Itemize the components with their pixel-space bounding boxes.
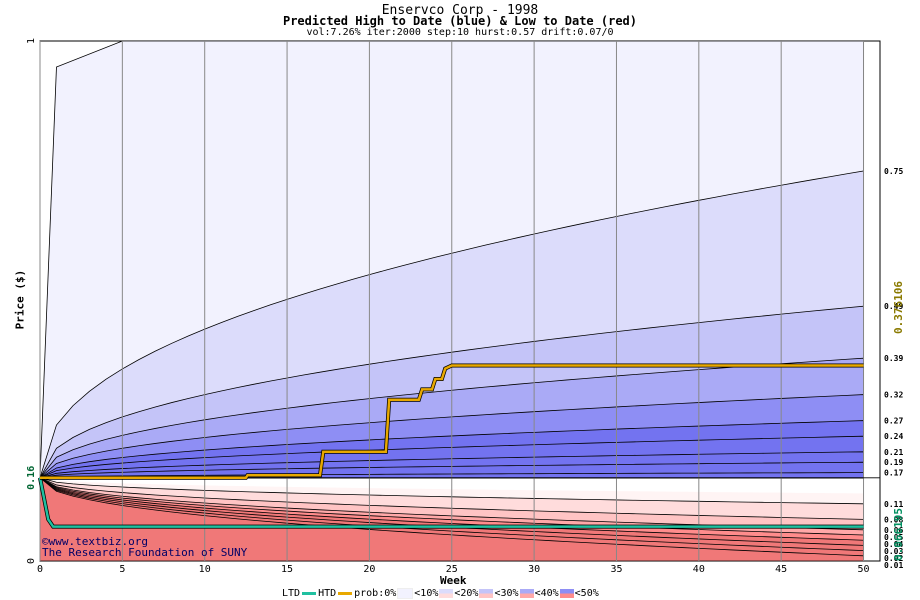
htd-value-label: 0.376106 bbox=[892, 281, 905, 334]
right-level-label-0: 0.75 bbox=[884, 167, 903, 176]
legend-b50: <50% bbox=[574, 588, 599, 599]
legend-b10: <10% bbox=[414, 588, 439, 599]
x-tick-label-7: 35 bbox=[610, 564, 622, 575]
right-level-label-13: 0.04 bbox=[884, 540, 903, 549]
x-tick-label-4: 20 bbox=[363, 564, 375, 575]
legend-ltd-label: LTD bbox=[282, 588, 301, 599]
right-level-label-2: 0.39 bbox=[884, 354, 903, 363]
right-level-label-16: 0.01 bbox=[884, 561, 903, 570]
x-tick-label-10: 50 bbox=[858, 564, 870, 575]
x-tick-label-3: 15 bbox=[281, 564, 293, 575]
credit-line-1: ©www.textbiz.org bbox=[42, 535, 148, 548]
legend-ltd-swatch bbox=[302, 592, 317, 595]
chart-title: Enservco Corp - 1998 bbox=[381, 3, 539, 18]
legend-swatch-30 bbox=[519, 589, 534, 598]
right-level-label-3: 0.32 bbox=[884, 391, 903, 400]
x-tick-label-1: 5 bbox=[119, 564, 125, 575]
legend-swatch-40 bbox=[559, 589, 574, 598]
legend-htd-swatch bbox=[338, 592, 353, 595]
x-tick-label-6: 30 bbox=[528, 564, 540, 575]
y-tick-label-1: 0.16 bbox=[26, 466, 37, 490]
x-axis-label: Week bbox=[440, 574, 467, 587]
lower-band-8 bbox=[39, 476, 864, 562]
right-level-label-11: 0.06 bbox=[884, 526, 903, 535]
legend-swatch-20 bbox=[479, 589, 494, 598]
ltd-value-label: 0.066195 bbox=[892, 508, 905, 561]
right-level-label-14: 0.03 bbox=[884, 547, 903, 556]
legend-b20: <20% bbox=[454, 588, 479, 599]
right-level-label-1: 0.49 bbox=[884, 302, 903, 311]
credit-line-2: The Research Foundation of SUNY bbox=[42, 546, 248, 559]
right-level-label-12: 0.05 bbox=[884, 533, 903, 542]
legend-htd-label: HTD bbox=[318, 588, 337, 599]
y-axis-label: Price ($) bbox=[13, 269, 27, 330]
legend-swatch-0 bbox=[397, 588, 414, 599]
right-level-label-15: 0.02 bbox=[884, 554, 903, 563]
ltd-line bbox=[38, 477, 864, 528]
right-level-label-7: 0.19 bbox=[884, 458, 903, 467]
right-level-label-5: 0.24 bbox=[884, 432, 903, 441]
x-tick-label-8: 40 bbox=[693, 564, 705, 575]
legend-b30: <30% bbox=[494, 588, 519, 599]
x-tick-label-2: 10 bbox=[199, 564, 211, 575]
legend: LTD HTD prob:0% <10% <20% <30% <40% <50% bbox=[282, 588, 599, 599]
y-tick-label-2: 1 bbox=[26, 38, 37, 44]
right-level-label-6: 0.21 bbox=[884, 448, 903, 457]
x-tick-label-5: 25 bbox=[446, 564, 458, 575]
right-level-label-10: 0.08 bbox=[884, 515, 903, 524]
right-level-label-8: 0.17 bbox=[884, 469, 903, 478]
chart-params: vol:7.26% iter:2000 step:10 hurst:0.57 d… bbox=[306, 27, 614, 38]
legend-swatch-10 bbox=[439, 589, 454, 598]
right-level-label-4: 0.27 bbox=[884, 417, 903, 426]
chart-subtitle: Predicted High to Date (blue) & Low to D… bbox=[282, 14, 637, 28]
y-tick-label-0: 0 bbox=[26, 558, 37, 564]
legend-prob-label: prob:0% bbox=[354, 588, 397, 599]
x-tick-label-9: 45 bbox=[775, 564, 787, 575]
htd-line bbox=[40, 364, 864, 480]
x-tick-label-0: 0 bbox=[37, 564, 43, 575]
legend-b40: <40% bbox=[534, 588, 559, 599]
right-level-label-9: 0.11 bbox=[884, 500, 903, 509]
